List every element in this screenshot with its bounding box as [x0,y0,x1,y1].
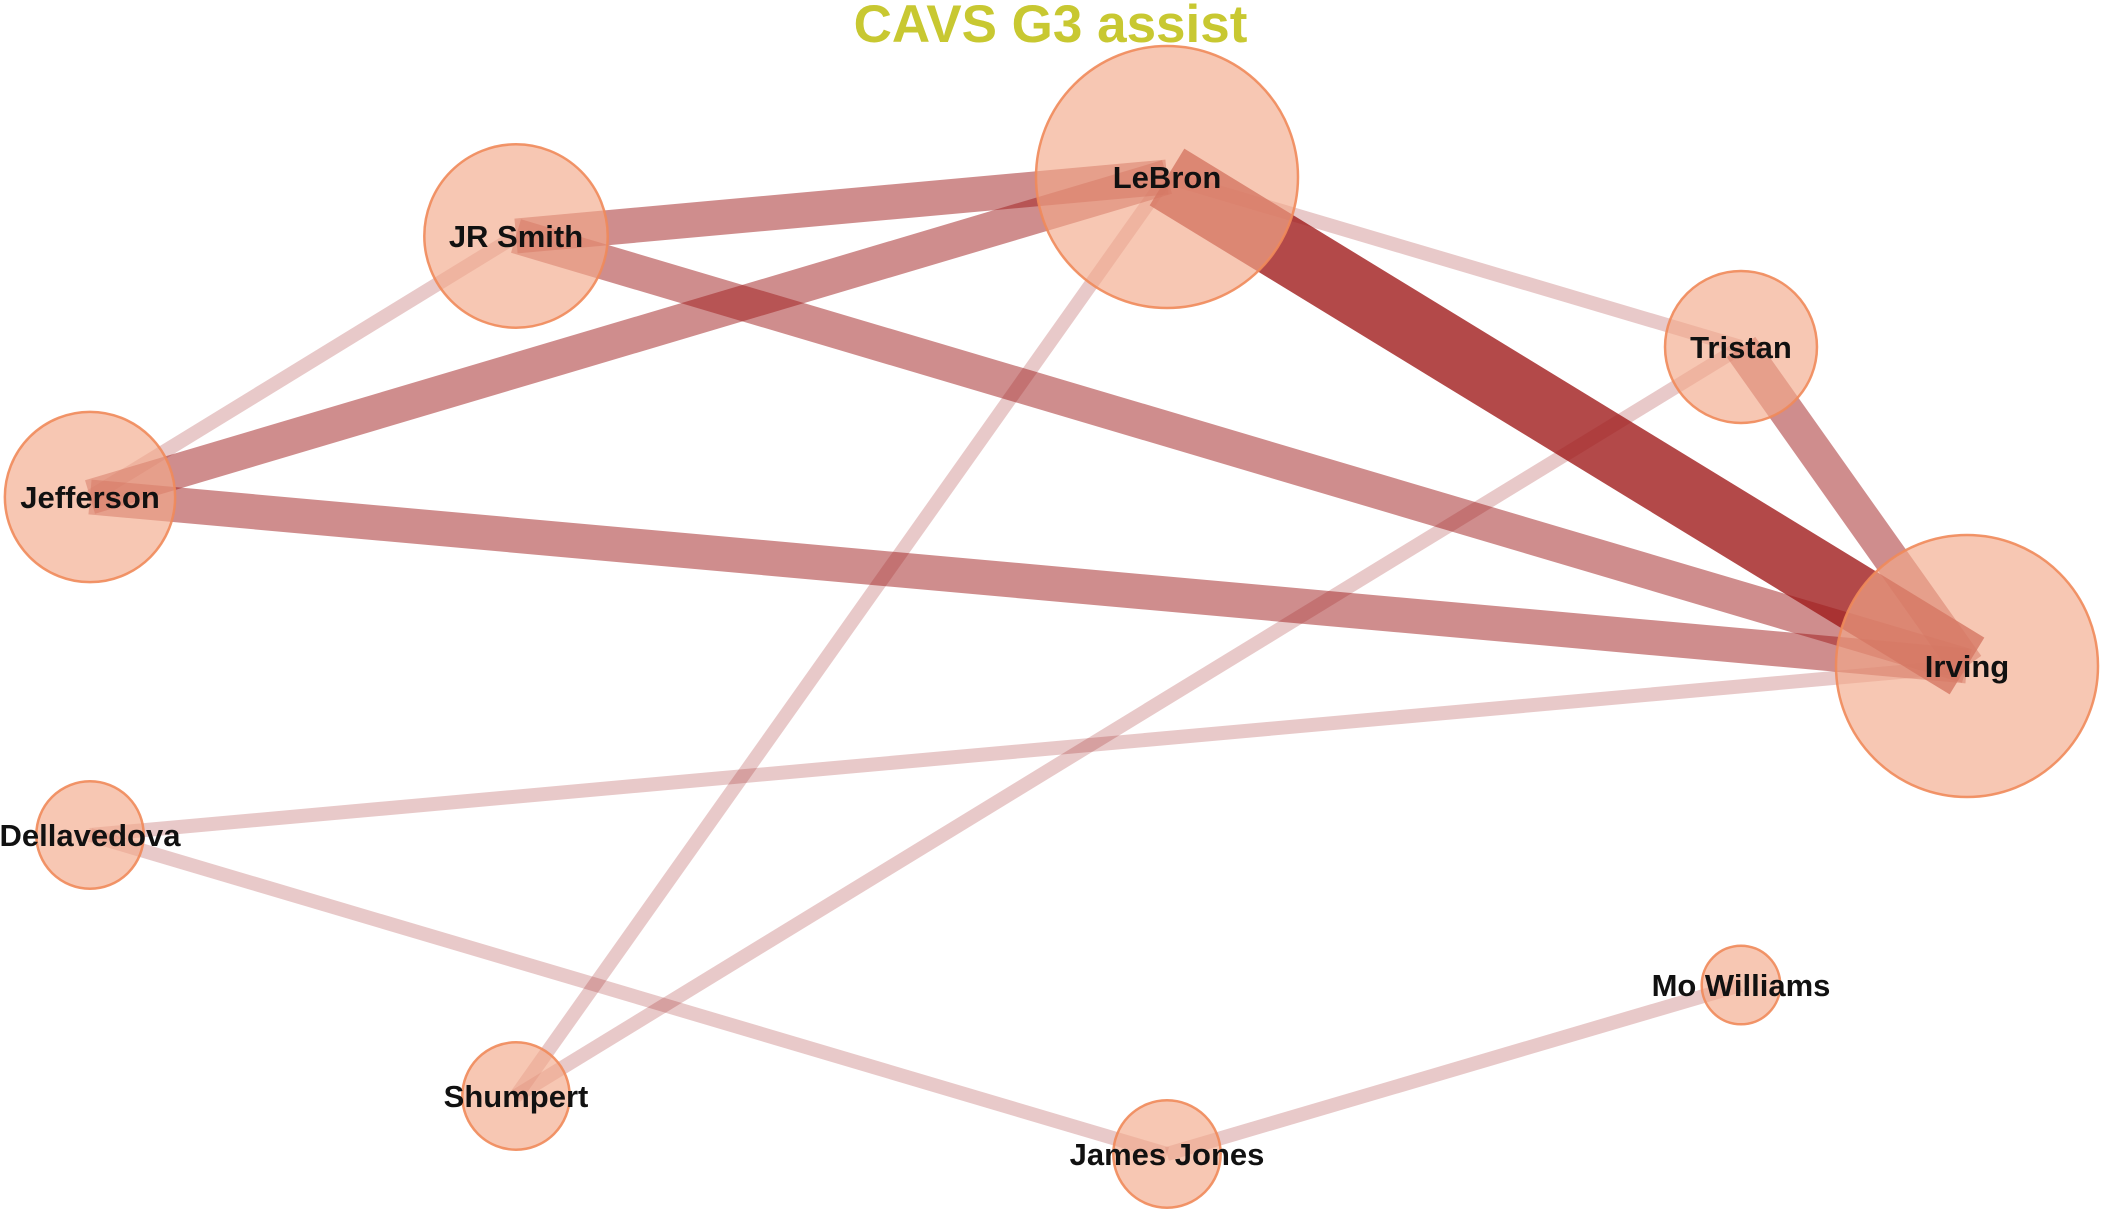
edge-lebron-irving [1149,148,1985,695]
node-label-irving: Irving [1925,649,2009,684]
labels-layer: LeBron Irving JR Smith Jefferson Tristan Dell… [0,160,2009,1172]
node-label-jr-smith: JR Smith [449,219,583,254]
node-mo-williams[interactable] [1700,944,1782,1026]
edge-jefferson-irving [88,479,1969,684]
node-label-jefferson: Jefferson [20,480,160,515]
graph-title: CAVS G3 assist [853,0,1248,54]
node-dellavedova[interactable] [35,780,145,890]
node-irving[interactable] [1834,533,2100,799]
node-tristan[interactable] [1663,269,1819,425]
node-shumpert[interactable] [461,1041,571,1151]
edge-dellavedova-jamesjones [88,828,1169,1161]
edge-jamesjones-mowilliams [1165,978,1743,1161]
node-jefferson[interactable] [3,410,177,584]
node-label-tristan: Tristan [1690,330,1792,365]
edge-jefferson-lebron [85,160,1172,514]
node-lebron[interactable] [1034,44,1300,310]
edge-jrsmith-irving [511,219,1972,683]
node-label-lebron: LeBron [1113,160,1222,195]
edge-dellavedova-irving [89,659,1968,842]
node-jr-smith[interactable] [423,143,609,329]
node-label-shumpert: Shumpert [444,1079,589,1114]
edge-tristan-shumpert [512,341,1745,1102]
nodes-layer [3,44,2100,1209]
edge-lebron-shumpert [510,172,1173,1101]
node-label-dellavedova: Dellavedova [0,818,181,853]
node-label-james-jones: James Jones [1070,1137,1265,1172]
node-james-jones[interactable] [1112,1099,1222,1209]
edges-layer [85,148,1985,1161]
node-label-mo-williams: Mo Williams [1652,968,1831,1003]
